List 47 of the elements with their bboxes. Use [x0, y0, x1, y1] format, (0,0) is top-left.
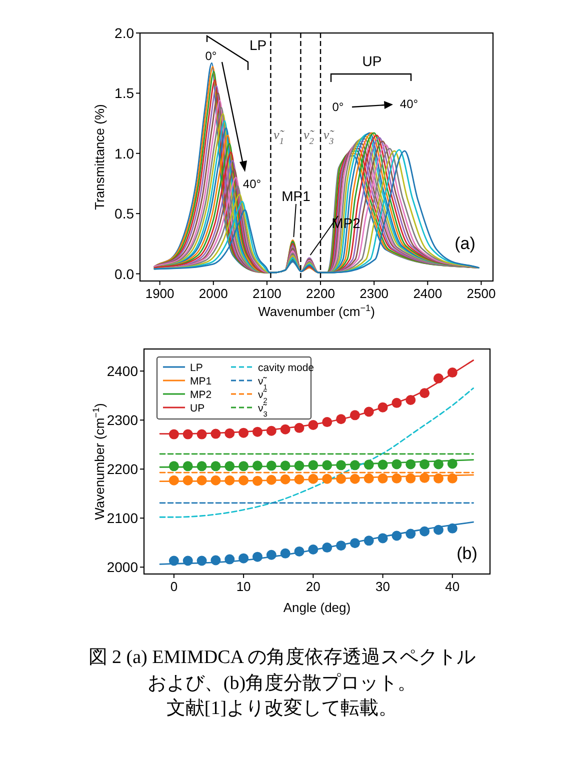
x-axis-title: Angle (deg) — [283, 600, 351, 615]
text: および、(b)角度分散プロット。 — [147, 672, 417, 694]
annotation: 0° — [205, 49, 217, 63]
legend-label: MP1 — [190, 376, 212, 388]
legend-label: UP — [190, 402, 205, 414]
annotation: UP — [362, 53, 382, 69]
y-tick-label: 2300 — [106, 412, 138, 428]
y-tick-label: 2.0 — [114, 25, 134, 41]
y-tick-label: 2000 — [106, 559, 138, 576]
ref-line-label: ν̃$_{1}$ — [274, 127, 286, 146]
y-tick-label: 0.0 — [114, 266, 134, 282]
legend-label: MP2 — [190, 389, 212, 401]
x-axis-title: Wavenumber (cm$^{−1}$) — [258, 303, 375, 319]
x-tick-label: 30 — [376, 579, 390, 594]
y-tick-label: 0.5 — [114, 206, 134, 222]
annotation: (b) — [456, 544, 478, 563]
annotation: 0° — [332, 100, 344, 114]
legend-label: ν̃$_{1}$ — [258, 376, 268, 391]
x-tick-label: 2000 — [198, 286, 228, 301]
annotation: 40° — [242, 177, 262, 191]
x-tick-label: 20 — [306, 579, 320, 594]
x-tick-label: 0 — [170, 579, 178, 594]
legend-label: ν̃$_{3}$ — [258, 402, 268, 418]
x-tick-label: 2400 — [413, 286, 442, 301]
ref-line-label: ν̃$_{2}$ — [304, 127, 316, 146]
caption: 図 2 (a) EMIMDCA の角度依存透過スペクトル — [88, 646, 476, 668]
y-tick-label: 2200 — [106, 461, 138, 478]
x-tick-label: 40 — [445, 579, 460, 594]
y-tick-label: 1.5 — [114, 85, 134, 102]
y-tick-label: 2100 — [106, 510, 138, 526]
y-axis-title: Transmittance (%) — [92, 104, 107, 210]
y-tick-label: 1.0 — [114, 145, 134, 162]
y-tick-label: 2400 — [106, 363, 138, 380]
x-tick-label: 2100 — [252, 286, 282, 301]
annotation: 40° — [400, 97, 418, 111]
x-tick-label: 1900 — [145, 286, 174, 301]
text: 文献[1]より改変して転載。 — [166, 697, 398, 719]
annotation: (a) — [454, 234, 476, 253]
ref-line-label: ν̃$_{3}$ — [323, 127, 336, 146]
annotation: MP1 — [282, 188, 311, 204]
annotation: LP — [249, 37, 267, 53]
x-tick-label: 2300 — [360, 286, 389, 301]
x-tick-label: 2200 — [306, 286, 335, 301]
x-tick-label: 10 — [236, 579, 251, 594]
x-tick-label: 2500 — [466, 286, 496, 301]
legend-label: ν̃$_{2}$ — [258, 389, 268, 404]
legend-label: LP — [190, 362, 203, 374]
